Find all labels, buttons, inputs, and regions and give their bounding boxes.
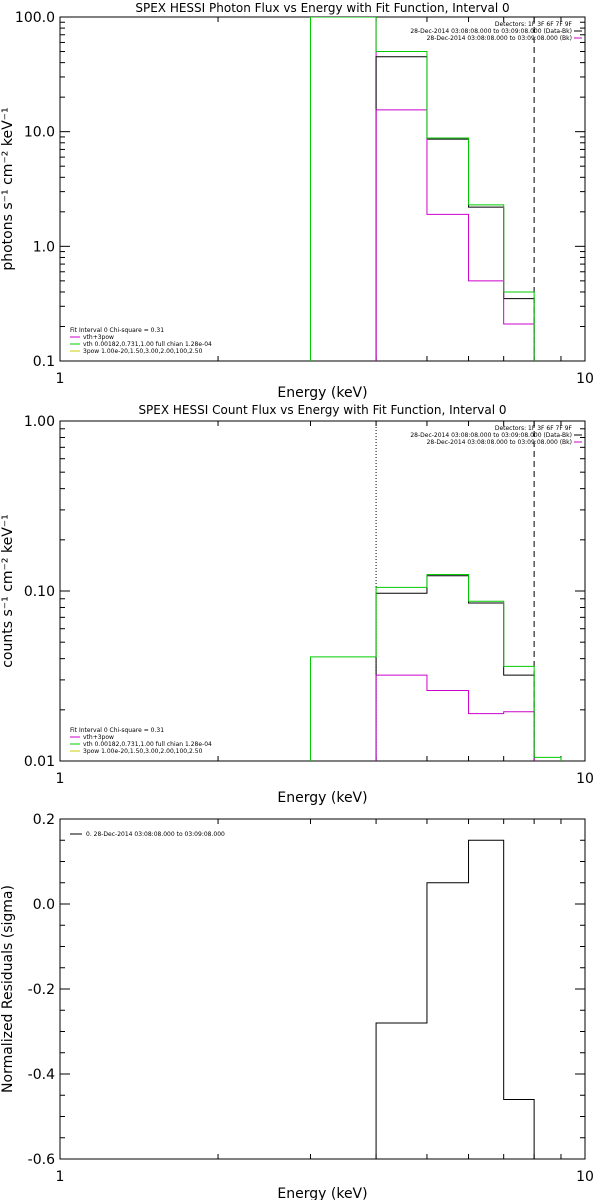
y-tick-label: 1.0 xyxy=(33,239,55,255)
y-tick-label: 1.00 xyxy=(24,414,55,430)
plot-frame xyxy=(59,420,586,762)
y-tick-label: 0.01 xyxy=(24,754,55,770)
x-tick-label: 10 xyxy=(576,771,594,787)
data-series-line xyxy=(309,574,562,761)
plot-frame xyxy=(59,818,586,1160)
x-axis-label: Energy (keV) xyxy=(277,1186,367,1200)
y-axis-label: Normalized Residuals (sigma) xyxy=(0,885,16,1093)
chart-panel-2: SPEX HESSI Count Flux vs Energy with Fit… xyxy=(0,403,594,806)
legend-entry: 28-Dec-2014 03:08:08.000 to 03:09:08.000… xyxy=(427,439,572,446)
y-tick-label: 0.2 xyxy=(33,812,55,828)
y-ticks: 0.1 1.0 10.0 100.0 xyxy=(15,10,585,370)
x-tick-label: 1 xyxy=(56,1169,65,1185)
y-axis-label: photons s⁻¹ cm⁻² keV⁻¹ xyxy=(0,107,16,270)
y-tick-label: 10.0 xyxy=(24,125,55,141)
x-ticks: 1 10 xyxy=(56,819,594,1185)
plot-frame xyxy=(59,16,586,362)
x-tick-label: 10 xyxy=(576,371,594,387)
legend-entry: 28-Dec-2014 03:08:08.000 to 03:09:08.000… xyxy=(410,432,572,439)
y-tick-label: 100.0 xyxy=(15,10,55,26)
legend-entry: 3pow 1.00e-20,1.50,3.00,2.00,100,2.50 xyxy=(83,748,203,755)
y-ticks: 0.01 0.10 1.00 xyxy=(24,414,585,770)
x-tick-label: 1 xyxy=(56,371,65,387)
legend-entry: vth 0.00182,0.731,1.00 full chian 1.28e-… xyxy=(83,741,212,748)
x-axis-label: Energy (keV) xyxy=(277,385,367,401)
data-series-line xyxy=(375,56,535,361)
chart-title: SPEX HESSI Photon Flux vs Energy with Fi… xyxy=(135,1,509,15)
data-series-line xyxy=(309,17,535,361)
legend-entry: 0. 28-Dec-2014 03:08:08.000 to 03:09:08.… xyxy=(86,831,225,838)
legend-entry: Fit Interval 0 Chi-square = 0.31 xyxy=(70,727,164,734)
x-tick-label: 1 xyxy=(56,771,65,787)
y-tick-label: 0.1 xyxy=(33,354,55,370)
legend-top-left: 0. 28-Dec-2014 03:08:08.000 to 03:09:08.… xyxy=(70,831,225,838)
data-series-line xyxy=(375,674,535,761)
legend-entry: Detectors: 1F 3F 6F 7F 9F xyxy=(495,21,573,28)
data-series-line xyxy=(375,839,535,1159)
plot-area xyxy=(309,17,535,361)
plot-area xyxy=(375,839,535,1159)
legend-entry: vth 0.00182,0.731,1.00 full chian 1.28e-… xyxy=(83,341,212,348)
legend-bottom-left: Fit Interval 0 Chi-square = 0.31vth+3pow… xyxy=(70,727,212,755)
legend-entry: Detectors: 1F 3F 6F 7F 9F xyxy=(495,425,573,432)
x-tick-label: 10 xyxy=(576,1169,594,1185)
legend-entry: 28-Dec-2014 03:08:08.000 to 03:09:08.000… xyxy=(410,28,572,35)
y-tick-label: 0.10 xyxy=(24,584,55,600)
legend-bottom-left: Fit Interval 0 Chi-square = 0.31vth+3pow… xyxy=(70,327,212,355)
y-axis-label: counts s⁻¹ cm⁻² keV⁻¹ xyxy=(0,514,16,668)
legend-entry: Fit Interval 0 Chi-square = 0.31 xyxy=(70,327,164,334)
y-tick-label: -0.2 xyxy=(28,982,55,998)
chart-panel-1: SPEX HESSI Photon Flux vs Energy with Fi… xyxy=(0,1,594,401)
legend-entry: vth+3pow xyxy=(83,334,114,341)
legend-entry: 28-Dec-2014 03:08:08.000 to 03:09:08.000… xyxy=(427,35,572,42)
legend-entry: vth+3pow xyxy=(83,734,114,741)
legend-entry: 3pow 1.00e-20,1.50,3.00,2.00,100,2.50 xyxy=(83,348,203,355)
x-axis-label: Energy (keV) xyxy=(277,790,367,806)
chart-panel-3: 1 10 -0.6 -0.4 -0.2 0.0 0.2 Energy (keV) Normali… xyxy=(0,812,594,1200)
y-tick-label: -0.6 xyxy=(28,1152,55,1168)
y-tick-label: 0.0 xyxy=(33,897,55,913)
chart-title: SPEX HESSI Count Flux vs Energy with Fit… xyxy=(138,403,506,417)
data-series-line xyxy=(375,109,535,361)
y-tick-label: -0.4 xyxy=(28,1067,55,1083)
y-ticks: -0.6 -0.4 -0.2 0.0 0.2 xyxy=(28,812,585,1168)
data-series-line xyxy=(375,575,535,761)
plot-area xyxy=(309,421,562,761)
